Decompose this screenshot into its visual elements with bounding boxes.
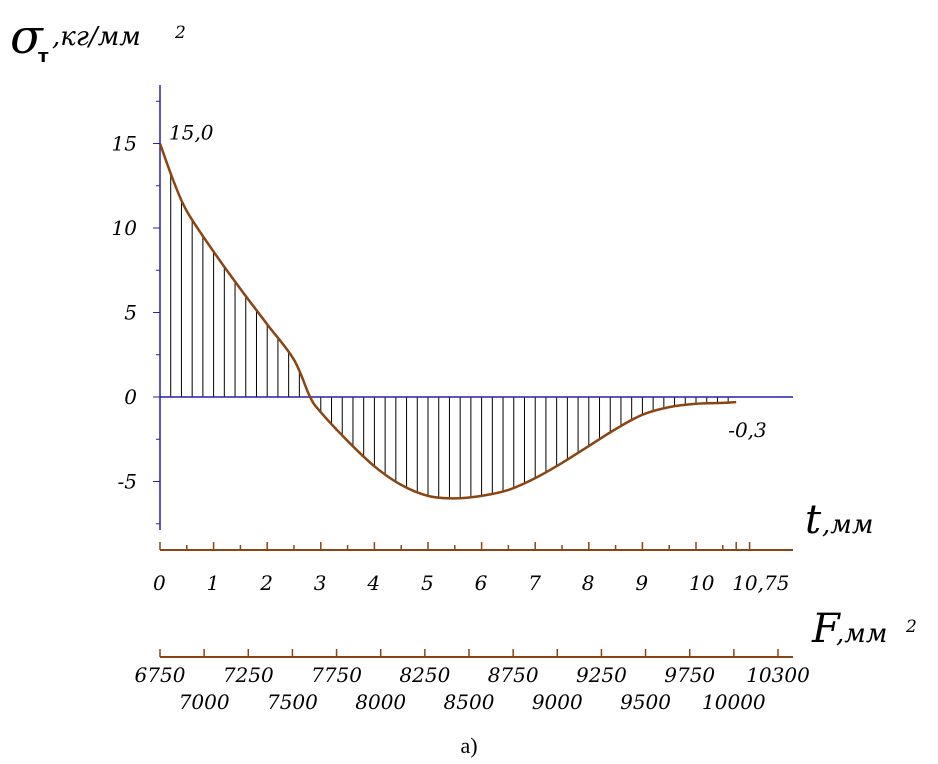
y-ticks: 15 10 5 0 -5: [112, 100, 160, 525]
f-axis-unit: ,мм: [836, 619, 887, 649]
t-tick-label: 7: [528, 571, 541, 595]
f-tick-label-top: 7250: [223, 663, 274, 687]
y-tick-label: 10: [112, 216, 138, 240]
figure-caption: а): [460, 733, 477, 758]
f-axis-title: F ,мм 2: [811, 606, 917, 652]
f-tick-label-top: 9750: [664, 663, 715, 687]
f-tick-label-bottom: 7000: [179, 690, 230, 714]
f-tick-label-top: 9250: [576, 663, 627, 687]
f-tick-label-bottom: 8500: [444, 690, 495, 714]
t-tick-label: 9: [635, 571, 648, 595]
t-tick-label: 1: [207, 571, 220, 595]
y-tick-label: 0: [124, 385, 137, 409]
t-tick-label: 6: [475, 571, 488, 595]
f-axis: 6750 7250 7750 8250 8750 9250 9750 10300 7000 750…: [135, 649, 810, 714]
t-tick-label: 2: [259, 571, 273, 595]
t-tick-label: 10: [689, 571, 715, 595]
y-axis-unit-sup: 2: [174, 23, 186, 43]
t-tick-label: 0: [153, 571, 166, 595]
f-tick-label-bottom: 9000: [532, 690, 583, 714]
t-tick-label: 3: [314, 571, 327, 595]
t-axis: 0 1 2 3 4 5 6 7 8 9 10 10,75: [153, 542, 793, 595]
y-tick-label: -5: [118, 470, 137, 494]
f-tick-label-bottom: 10000: [702, 690, 766, 714]
x-axis-symbol: t: [805, 497, 822, 543]
f-tick-label-top: 6750: [135, 663, 186, 687]
f-axis-symbol: F: [811, 606, 841, 652]
y-axis-title: σ т ,кг/мм 2: [10, 9, 186, 67]
x-axis-unit: ,мм: [822, 510, 873, 540]
y-axis-symbol: σ: [10, 9, 44, 65]
annotations: 15,0 -0,3: [169, 121, 767, 443]
y-tick-label: 5: [124, 301, 137, 325]
t-tick-label: 8: [582, 571, 595, 595]
y-tick-label: 15: [112, 132, 137, 156]
annotation-end-value: -0,3: [728, 418, 767, 442]
y-axis-subscript: т: [38, 46, 49, 67]
t-tick-label: 10,75: [732, 571, 789, 595]
f-tick-label-bottom: 9500: [620, 690, 671, 714]
t-tick-label: 5: [421, 571, 434, 595]
y-axis-unit: ,кг/мм: [52, 22, 141, 52]
f-tick-label-bottom: 7500: [267, 690, 318, 714]
f-tick-label-top: 8750: [488, 663, 539, 687]
data-curve: [158, 143, 737, 500]
x-axis-title: t ,мм: [805, 497, 873, 543]
f-tick-label-bottom: 8000: [355, 690, 406, 714]
f-tick-label-top: 7750: [311, 663, 362, 687]
annotation-start-value: 15,0: [169, 121, 214, 145]
hatch-lines: [170, 173, 729, 498]
f-axis-unit-sup: 2: [905, 617, 917, 637]
axes: [159, 85, 793, 530]
t-tick-label: 4: [366, 571, 380, 595]
f-tick-label-top: 10300: [746, 663, 810, 687]
f-tick-label-top: 8250: [399, 663, 450, 687]
